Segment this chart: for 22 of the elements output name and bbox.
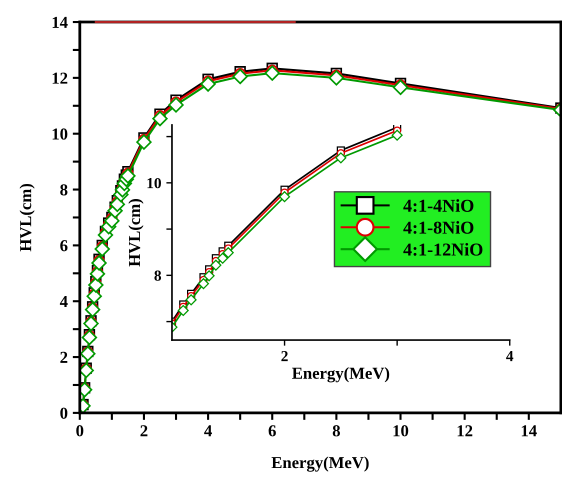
x-tick-label: 14 <box>522 425 537 436</box>
x-tick-label: 4 <box>204 425 212 436</box>
x-tick-label: 8 <box>332 425 340 436</box>
x-tick-label: 2 <box>140 425 148 436</box>
x-tick-label: 12 <box>458 425 472 436</box>
y-axis-title: HVL(cm) <box>128 199 144 267</box>
legend-label: 4:1-12NiO <box>403 242 482 256</box>
legend-label: 4:1-4NiO <box>403 199 474 212</box>
y-tick-label: 14 <box>52 16 68 28</box>
y-tick-label: 12 <box>52 72 68 84</box>
y-tick-label: 10 <box>52 128 68 140</box>
y-axis-title: HVL(cm) <box>20 184 35 252</box>
x-tick-label: 10 <box>394 425 408 436</box>
y-tick-label: 4 <box>60 296 68 308</box>
y-tick-label: 8 <box>60 184 68 196</box>
x-axis-title: Energy(MeV) <box>292 367 390 382</box>
x-tick-label: 6 <box>268 425 276 436</box>
y-tick-label: 0 <box>60 408 68 419</box>
y-tick-label: 6 <box>60 240 68 252</box>
legend-label: 4:1-8NiO <box>403 221 474 234</box>
x-axis-title: Energy(MeV) <box>272 456 369 472</box>
x-tick-label: 0 <box>76 425 84 436</box>
